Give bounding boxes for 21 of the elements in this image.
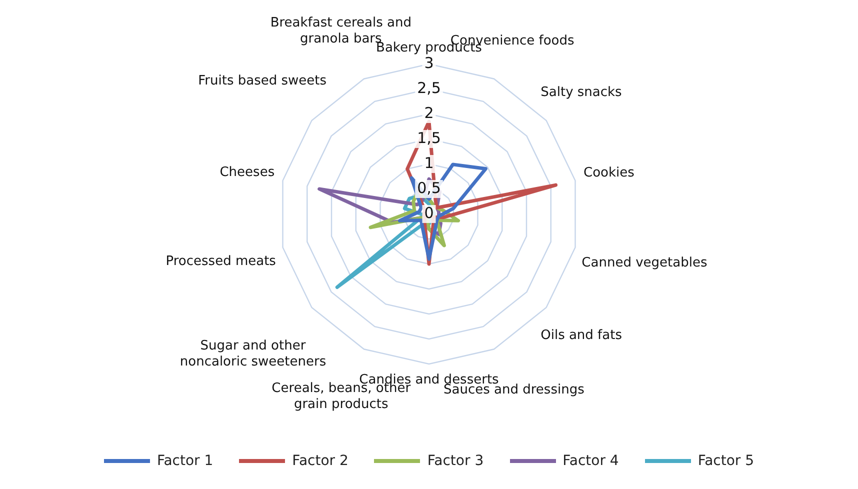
spoke-label: Sauces and dressings (444, 382, 585, 398)
legend-label: Factor 1 (156, 453, 214, 469)
spoke-label: Salty snacks (540, 84, 622, 100)
y-tick-label: 2 (424, 104, 434, 122)
spoke-label: Oils and fats (540, 328, 622, 343)
spoke-label: Sugar and other noncaloric sweeteners (180, 338, 326, 370)
spoke-label: Canned vegetables (582, 256, 708, 271)
y-tick-label: 1,5 (417, 128, 441, 147)
legend-label: Factor 3 (427, 453, 484, 469)
legend-label: Factor 2 (292, 453, 348, 469)
spoke-label: Processed meats (166, 254, 276, 269)
y-tick-label: 3 (424, 54, 434, 72)
legend-label: Factor 4 (562, 453, 619, 469)
y-tick-label: 0,5 (417, 178, 441, 197)
y-tick-label: 1 (424, 154, 434, 172)
spoke-label: Fruits based sweets (198, 73, 327, 88)
spoke-label: Cheeses (220, 164, 275, 180)
legend-label: Factor 5 (698, 453, 754, 469)
y-tick-label: 0 (424, 204, 434, 222)
spoke-label: Cookies (584, 165, 635, 180)
y-tick-label: 2,5 (417, 78, 441, 97)
